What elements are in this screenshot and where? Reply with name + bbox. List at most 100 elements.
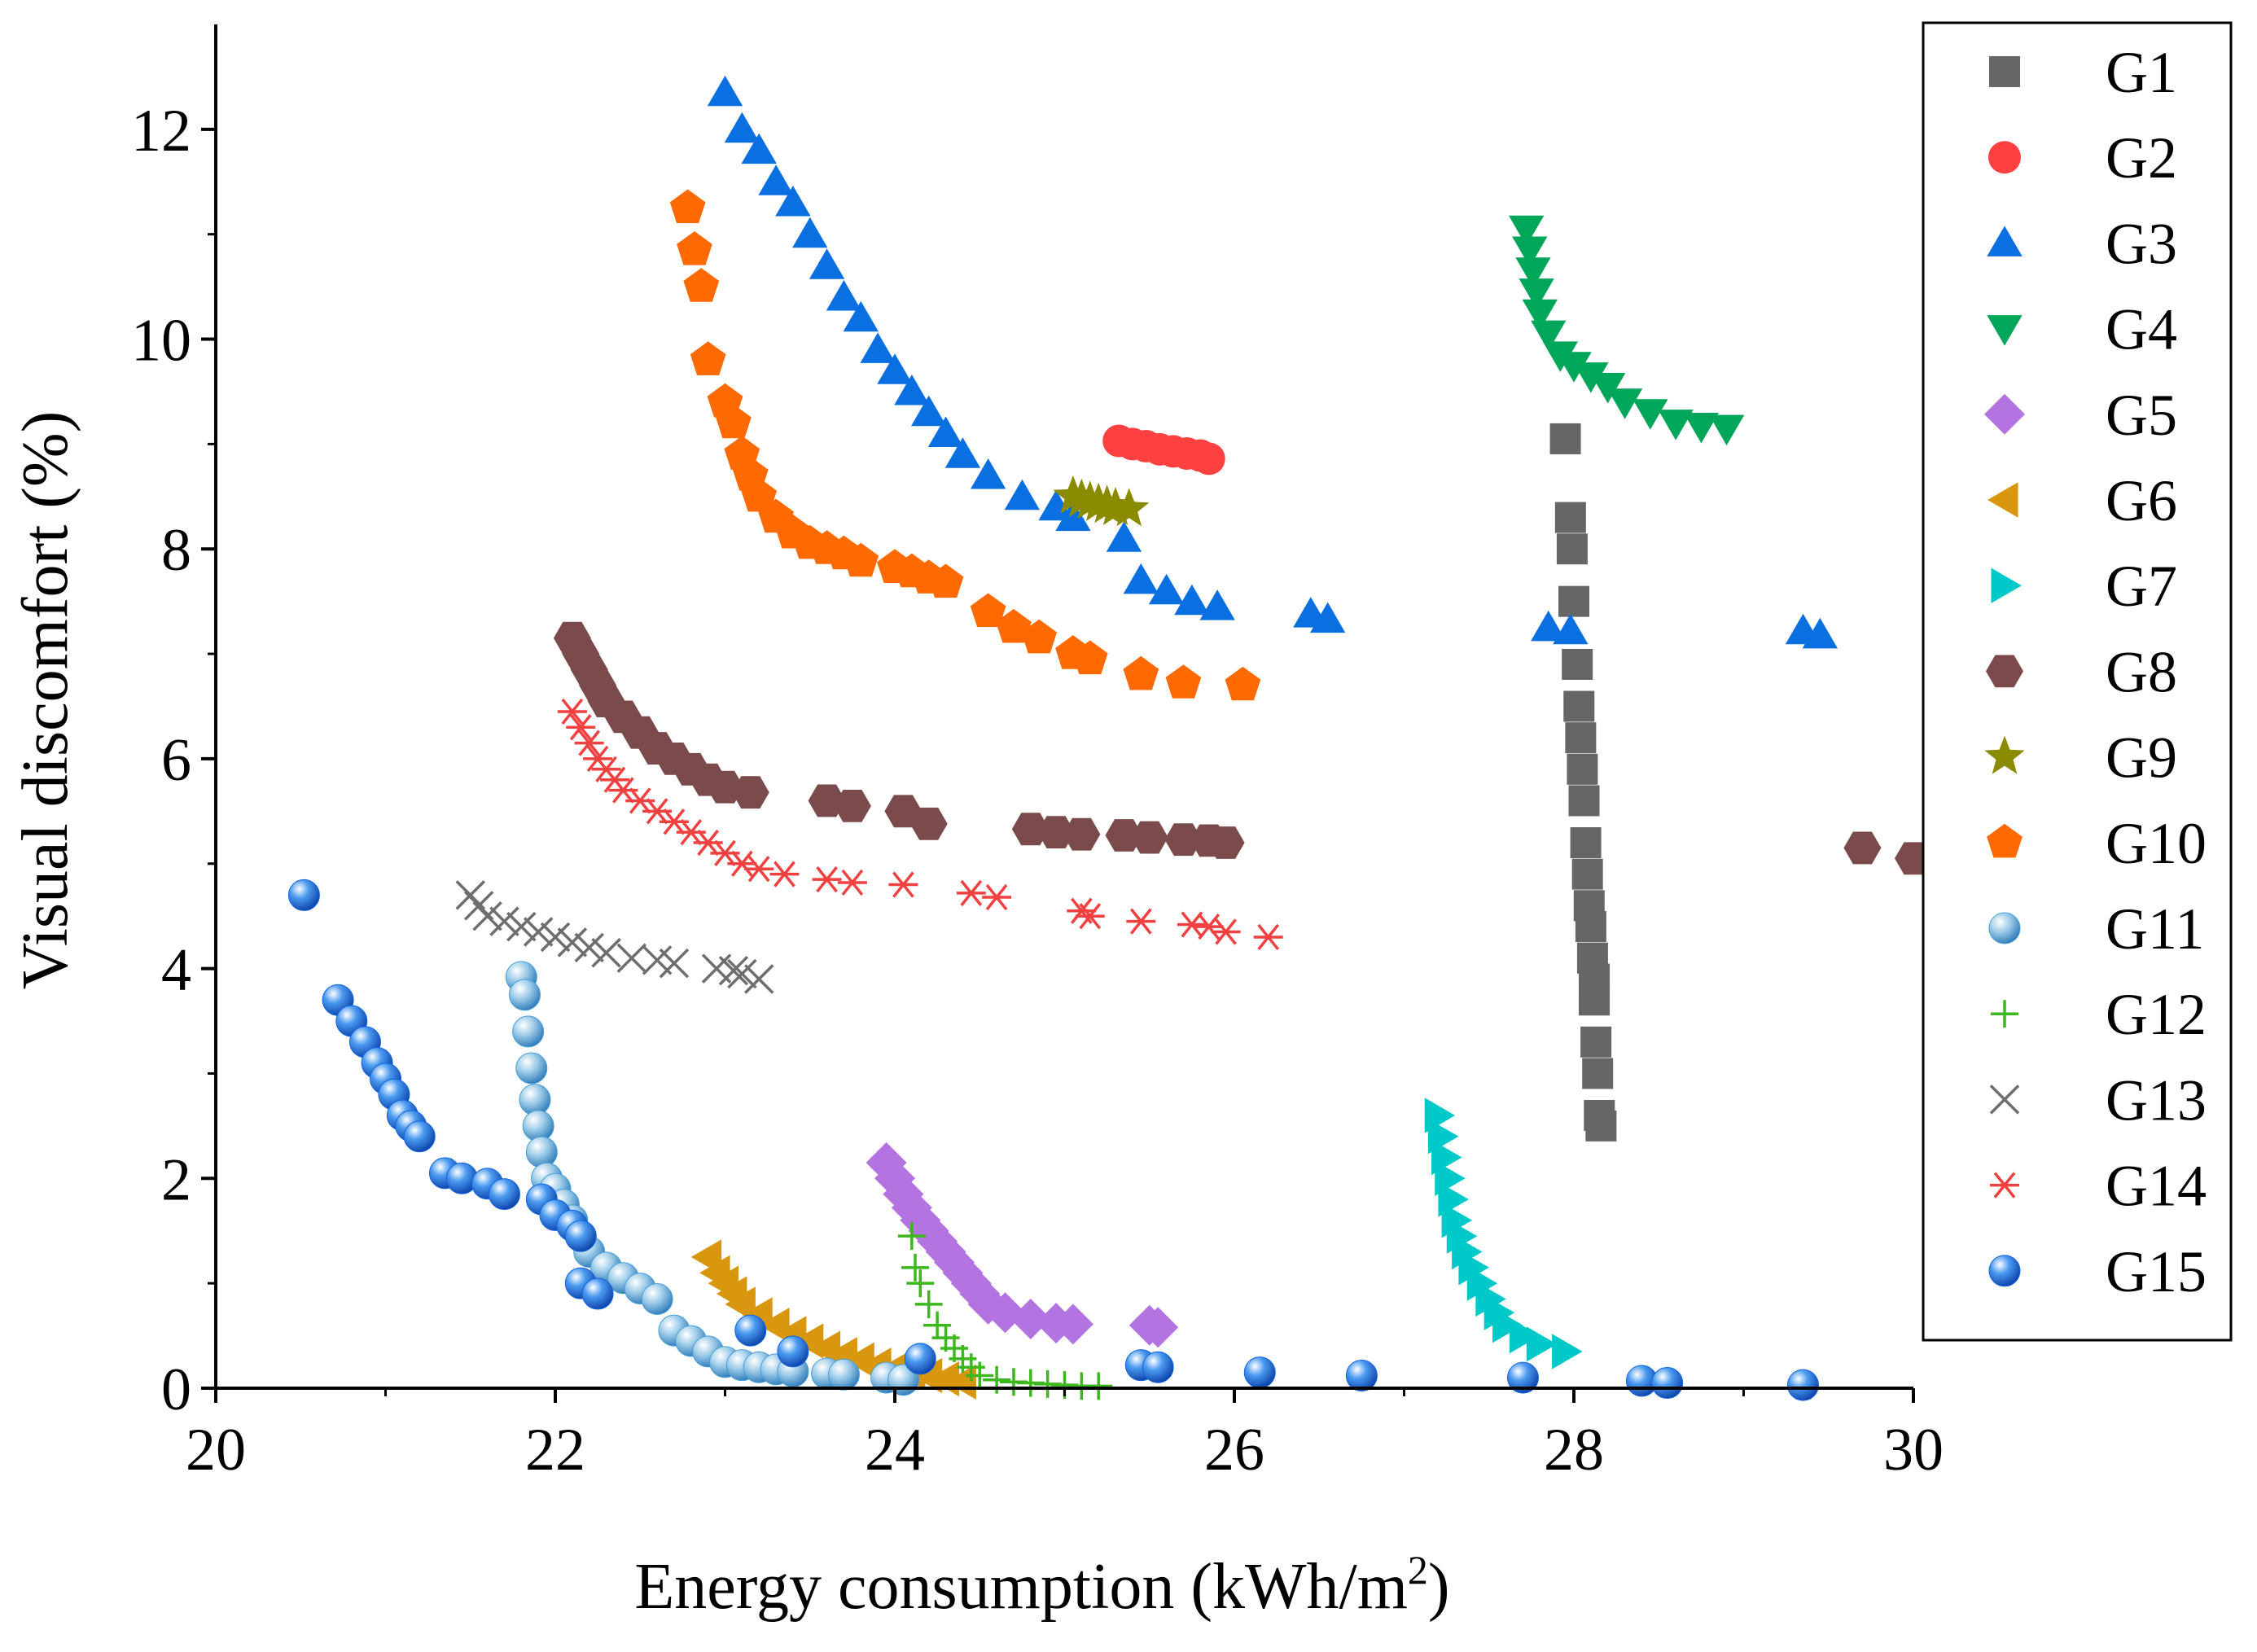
point-g3-7 xyxy=(826,280,862,311)
point-g8-20 xyxy=(1105,819,1143,852)
point-g6-17 xyxy=(945,1364,976,1400)
point-g3-19 xyxy=(1106,521,1142,552)
point-g15-26 xyxy=(1345,1360,1378,1392)
series-g15 xyxy=(287,879,1819,1401)
legend-label-g6: G6 xyxy=(2106,468,2177,533)
point-g10-1 xyxy=(677,231,712,265)
legend-label-g3: G3 xyxy=(2106,211,2177,276)
legend-marker-g4 xyxy=(1987,315,2023,346)
point-g1-17 xyxy=(1582,1058,1614,1089)
point-g12-16 xyxy=(1085,1372,1113,1400)
point-g15-9 xyxy=(403,1120,436,1153)
series-g7 xyxy=(1424,1098,1583,1369)
series-g12 xyxy=(897,1222,1113,1400)
legend-label-g9: G9 xyxy=(2106,725,2177,791)
point-g11-2 xyxy=(512,1015,545,1048)
point-g3-16 xyxy=(1004,479,1040,510)
point-g14-19 xyxy=(956,879,986,906)
x-tick-label-30: 30 xyxy=(1883,1417,1944,1483)
legend-item-g13: G13 xyxy=(1989,1067,2207,1133)
series-g1 xyxy=(1549,423,1617,1142)
point-g15-19 xyxy=(581,1277,614,1310)
point-g12-9 xyxy=(966,1361,994,1390)
point-g15-25 xyxy=(1243,1356,1276,1389)
point-g3-18 xyxy=(1055,500,1091,532)
point-g3-14 xyxy=(944,437,981,468)
point-g8-19 xyxy=(1063,817,1101,851)
point-g7-13 xyxy=(1509,1317,1540,1354)
point-g4-5 xyxy=(1531,320,1567,352)
point-g8-21 xyxy=(1130,821,1168,854)
point-g4-11 xyxy=(1632,399,1668,430)
point-g11-26 xyxy=(827,1358,860,1391)
legend-marker-g11 xyxy=(1988,912,2021,944)
point-g14-13 xyxy=(727,850,757,877)
legend-label-g8: G8 xyxy=(2106,639,2177,704)
point-g15-0 xyxy=(287,879,320,911)
point-g4-3 xyxy=(1519,278,1554,309)
point-g3-8 xyxy=(843,300,879,332)
legend-item-g15: G15 xyxy=(1988,1239,2207,1304)
point-g7-9 xyxy=(1466,1265,1498,1301)
legend-marker-g6 xyxy=(1987,482,2018,518)
legend-marker-g14 xyxy=(1990,1172,2019,1198)
point-g4-9 xyxy=(1590,373,1626,404)
point-g3-29 xyxy=(1802,617,1838,649)
point-g8-22 xyxy=(1164,823,1203,857)
point-g2-7 xyxy=(1192,442,1225,475)
point-g1-7 xyxy=(1567,753,1598,785)
point-g15-30 xyxy=(1786,1369,1819,1401)
point-g3-1 xyxy=(724,112,760,143)
point-g15-22 xyxy=(904,1343,936,1375)
point-g10-2 xyxy=(683,268,720,302)
point-g13-6 xyxy=(540,922,571,953)
point-g3-2 xyxy=(741,133,777,164)
point-g10-26 xyxy=(1225,666,1261,701)
legend-marker-g12 xyxy=(1991,1000,2018,1028)
legend-item-g2: G2 xyxy=(1988,125,2177,191)
legend-marker-g5 xyxy=(1984,393,2025,435)
point-g15-13 xyxy=(488,1178,520,1211)
series-g11 xyxy=(505,961,919,1396)
series-g2 xyxy=(1102,424,1225,475)
legend-label-g10: G10 xyxy=(2106,811,2207,876)
legend-item-g1: G1 xyxy=(1989,40,2177,105)
point-g13-3 xyxy=(489,906,519,936)
y-tick-label-2: 2 xyxy=(161,1146,191,1213)
point-g4-1 xyxy=(1512,236,1548,267)
point-g3-22 xyxy=(1174,584,1210,616)
point-g6-11 xyxy=(844,1342,874,1378)
point-g10-23 xyxy=(1072,640,1108,675)
legend-marker-g9 xyxy=(1984,735,2025,774)
point-g3-6 xyxy=(809,248,845,279)
point-g4-10 xyxy=(1606,388,1643,419)
point-g13-5 xyxy=(523,917,554,947)
y-tick-label-6: 6 xyxy=(161,727,191,794)
legend-label-g5: G5 xyxy=(2106,383,2177,448)
point-g14-18 xyxy=(888,871,918,898)
point-g10-14 xyxy=(843,542,879,577)
legend-item-g5: G5 xyxy=(1984,383,2177,448)
point-g15-17 xyxy=(564,1220,597,1252)
point-g13-9 xyxy=(591,938,621,968)
legend-item-g14: G14 xyxy=(1990,1154,2207,1219)
legend-label-g12: G12 xyxy=(2106,982,2207,1047)
x-axis-title: Energy consumption (kWh/m2) xyxy=(634,1547,1449,1623)
point-g10-0 xyxy=(669,189,706,224)
series-g10 xyxy=(669,189,1261,701)
point-g3-12 xyxy=(911,395,947,427)
point-g5-14 xyxy=(1010,1299,1051,1339)
point-g14-25 xyxy=(1194,913,1224,940)
point-g1-1 xyxy=(1554,502,1586,533)
point-g10-5 xyxy=(716,404,752,439)
legend-marker-g13 xyxy=(1989,1085,2020,1115)
x-tick-label-22: 22 xyxy=(525,1417,585,1483)
point-g8-25 xyxy=(1843,831,1882,865)
point-g14-14 xyxy=(744,856,774,883)
legend-label-g4: G4 xyxy=(2106,297,2177,362)
legend-item-g12: G12 xyxy=(1991,982,2207,1047)
point-g15-27 xyxy=(1506,1361,1539,1394)
legend-marker-g1 xyxy=(1989,56,2020,87)
series-g3 xyxy=(707,75,1838,649)
